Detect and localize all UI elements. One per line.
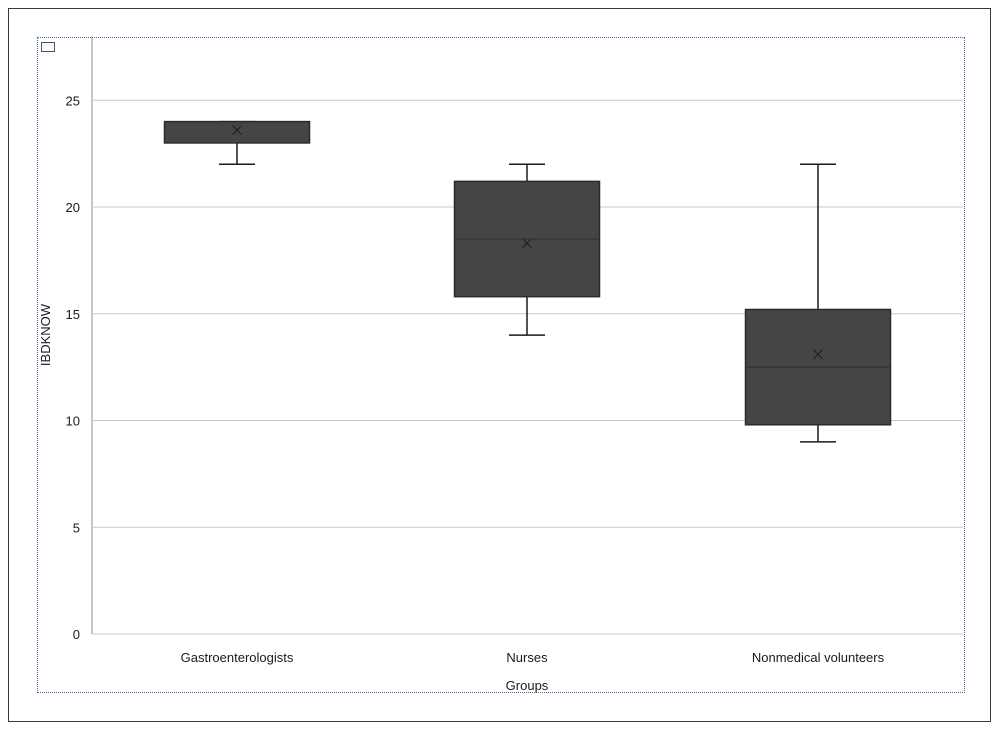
mean-marker xyxy=(232,125,242,136)
box-group xyxy=(453,163,601,336)
x-axis-title: Groups xyxy=(506,678,549,693)
tick-labels: 0 5 10 15 20 25 Gastroenterologists Nurses Nonme… xyxy=(66,93,885,665)
y-tick-label: 5 xyxy=(73,520,80,535)
x-tick-label: Nurses xyxy=(506,650,548,665)
x-tick-label: Nonmedical volunteers xyxy=(752,650,885,665)
chart-area xyxy=(37,37,965,693)
box-group xyxy=(744,163,892,443)
figure-frame xyxy=(8,8,991,722)
y-tick-label: 25 xyxy=(66,93,80,108)
image-icon xyxy=(41,42,55,52)
box-group xyxy=(163,120,311,166)
y-tick-label: 0 xyxy=(73,627,80,642)
boxes xyxy=(163,120,892,443)
y-tick-label: 20 xyxy=(66,200,80,215)
y-tick-label: 15 xyxy=(66,307,80,322)
mean-marker xyxy=(813,349,823,360)
iqr-box xyxy=(163,120,311,144)
y-axis-title: IBDKNOW xyxy=(38,303,53,366)
x-tick-label: Gastroenterologists xyxy=(181,650,294,665)
mean-marker xyxy=(522,238,532,249)
y-tick-label: 10 xyxy=(66,414,80,429)
